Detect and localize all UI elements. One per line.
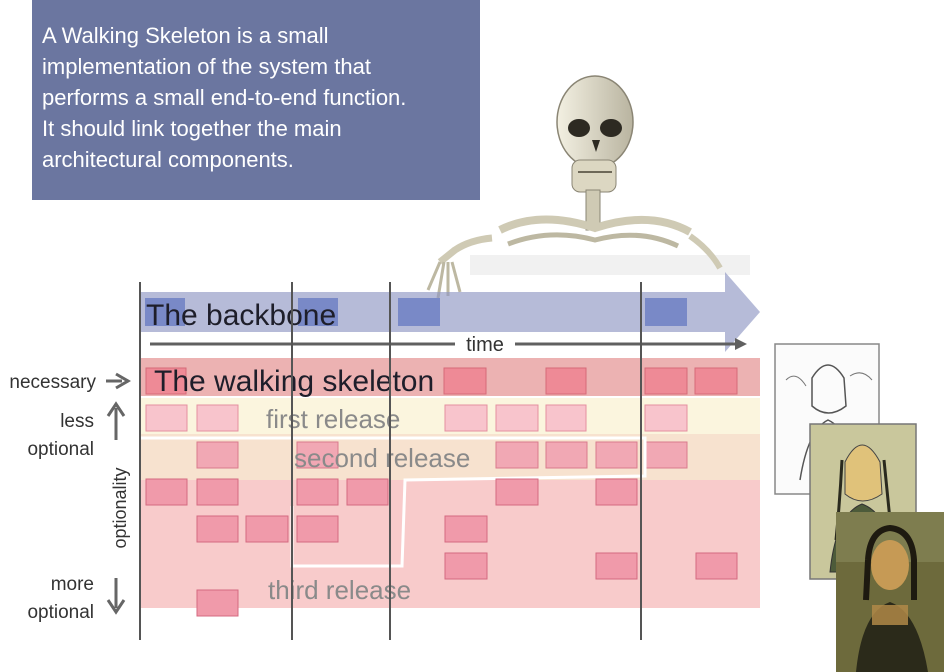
arrow-right-icon	[106, 372, 131, 390]
second-release-label: second release	[294, 443, 470, 473]
axis-more-label: more	[51, 574, 94, 595]
arrow-down-icon	[106, 578, 126, 615]
optionality-axis: necessary less optional optionality more…	[9, 372, 131, 623]
callout-line-1: A Walking Skeleton is a small	[42, 23, 329, 48]
time-gridlines	[139, 282, 642, 640]
callout-line-4: It should link together the main	[42, 116, 342, 141]
backbone-arrow: The backbone	[140, 272, 760, 352]
arrow-up-icon	[106, 401, 126, 440]
first-release-label: first release	[266, 404, 400, 434]
axis-less-label: less	[60, 411, 94, 432]
first-release-stories	[145, 404, 688, 432]
skeleton-illustration	[426, 75, 750, 299]
walking-skeleton-label: The walking skeleton	[154, 365, 434, 398]
time-arrow: time	[150, 334, 747, 356]
mona-lisa-painting	[836, 512, 944, 672]
third-release-stories	[145, 478, 738, 617]
backbone-label: The backbone	[146, 299, 336, 332]
callout-line-3: performs a small end-to-end function.	[42, 85, 407, 110]
second-release-stories	[196, 441, 688, 469]
third-release-band	[140, 480, 760, 608]
callout-box: A Walking Skeleton is a small implementa…	[32, 0, 480, 200]
time-label: time	[466, 334, 504, 356]
callout-line-2: implementation of the system that	[42, 54, 371, 79]
axis-optional-top-label: optional	[27, 439, 94, 460]
axis-necessary-label: necessary	[9, 372, 96, 393]
callout-line-5: architectural components.	[42, 147, 294, 172]
axis-optionality-label: optionality	[110, 467, 130, 548]
walking-skeleton-stories	[145, 367, 738, 395]
axis-optional-bottom-label: optional	[27, 602, 94, 623]
